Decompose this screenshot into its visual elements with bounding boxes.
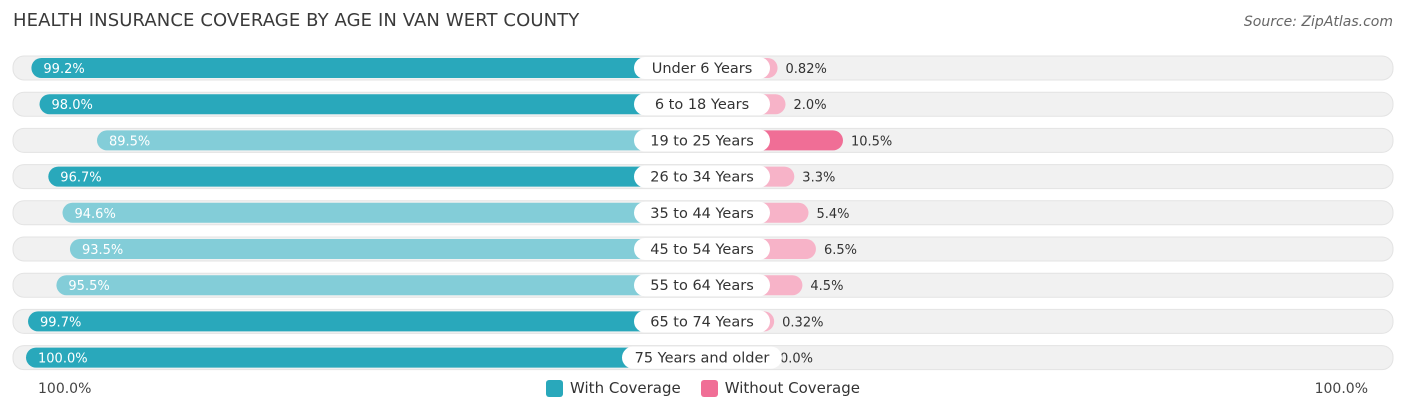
value-label-without-coverage: 0.82% <box>786 62 827 77</box>
value-label-without-coverage: 5.4% <box>817 207 850 222</box>
bar-with-coverage <box>96 130 703 151</box>
category-pill <box>634 274 770 297</box>
legend-label-without-coverage: Without Coverage <box>724 379 860 397</box>
legend: With Coverage Without Coverage <box>0 379 1406 397</box>
axis-left-label: 100.0% <box>38 381 92 397</box>
value-label-with-coverage: 93.5% <box>82 243 123 258</box>
value-label-with-coverage: 99.7% <box>40 315 81 330</box>
bar-with-coverage <box>28 311 702 332</box>
bar-with-coverage <box>62 202 702 223</box>
value-label-with-coverage: 95.5% <box>68 279 109 294</box>
category-pill <box>634 165 770 188</box>
chart-title: HEALTH INSURANCE COVERAGE BY AGE IN VAN … <box>13 10 580 31</box>
category-pill <box>634 129 770 152</box>
legend-swatch-without-coverage <box>700 379 718 397</box>
value-label-without-coverage: 0.0% <box>780 352 813 367</box>
category-pill <box>634 93 770 116</box>
bar-with-coverage <box>56 275 703 296</box>
axis-right-label: 100.0% <box>1314 381 1368 397</box>
category-label: 19 to 25 Years <box>650 133 754 149</box>
bar-with-coverage <box>26 347 702 368</box>
category-label: 55 to 64 Years <box>650 278 754 294</box>
value-label-with-coverage: 89.5% <box>109 134 150 149</box>
value-label-with-coverage: 98.0% <box>52 98 93 113</box>
value-label-without-coverage: 4.5% <box>810 279 843 294</box>
category-pill <box>634 201 770 224</box>
bar-with-coverage <box>31 58 702 78</box>
category-label: 6 to 18 Years <box>655 97 749 113</box>
legend-label-with-coverage: With Coverage <box>570 379 681 397</box>
category-pill <box>634 310 770 333</box>
category-label: 65 to 74 Years <box>650 314 754 330</box>
value-label-with-coverage: 94.6% <box>75 207 116 222</box>
source-label: Source: ZipAtlas.com <box>1243 14 1393 30</box>
category-label: 35 to 44 Years <box>650 206 754 222</box>
legend-item-without-coverage[interactable]: Without Coverage <box>700 379 860 397</box>
bar-with-coverage <box>39 94 702 115</box>
bar-with-coverage <box>69 239 702 259</box>
value-label-with-coverage: 100.0% <box>38 352 88 367</box>
category-pill <box>622 346 782 369</box>
category-label: Under 6 Years <box>652 61 753 77</box>
value-label-without-coverage: 6.5% <box>824 243 857 258</box>
chart-area: 99.2% 0.82% Under 6 Years 98.0% 2.0% 6 to 18 … <box>12 55 1394 371</box>
category-label: 75 Years and older <box>635 351 770 367</box>
value-label-without-coverage: 10.5% <box>851 134 892 149</box>
bar-with-coverage <box>48 166 703 187</box>
legend-item-with-coverage[interactable]: With Coverage <box>546 379 681 397</box>
value-label-without-coverage: 3.3% <box>802 171 835 186</box>
value-label-without-coverage: 2.0% <box>794 98 827 113</box>
value-label-without-coverage: 0.32% <box>782 315 823 330</box>
category-label: 45 to 54 Years <box>650 242 754 258</box>
value-label-with-coverage: 96.7% <box>60 171 101 186</box>
category-pill <box>634 238 770 260</box>
category-pill <box>634 57 770 79</box>
legend-swatch-with-coverage <box>546 379 564 397</box>
category-label: 26 to 34 Years <box>650 170 754 186</box>
value-label-with-coverage: 99.2% <box>43 62 84 77</box>
